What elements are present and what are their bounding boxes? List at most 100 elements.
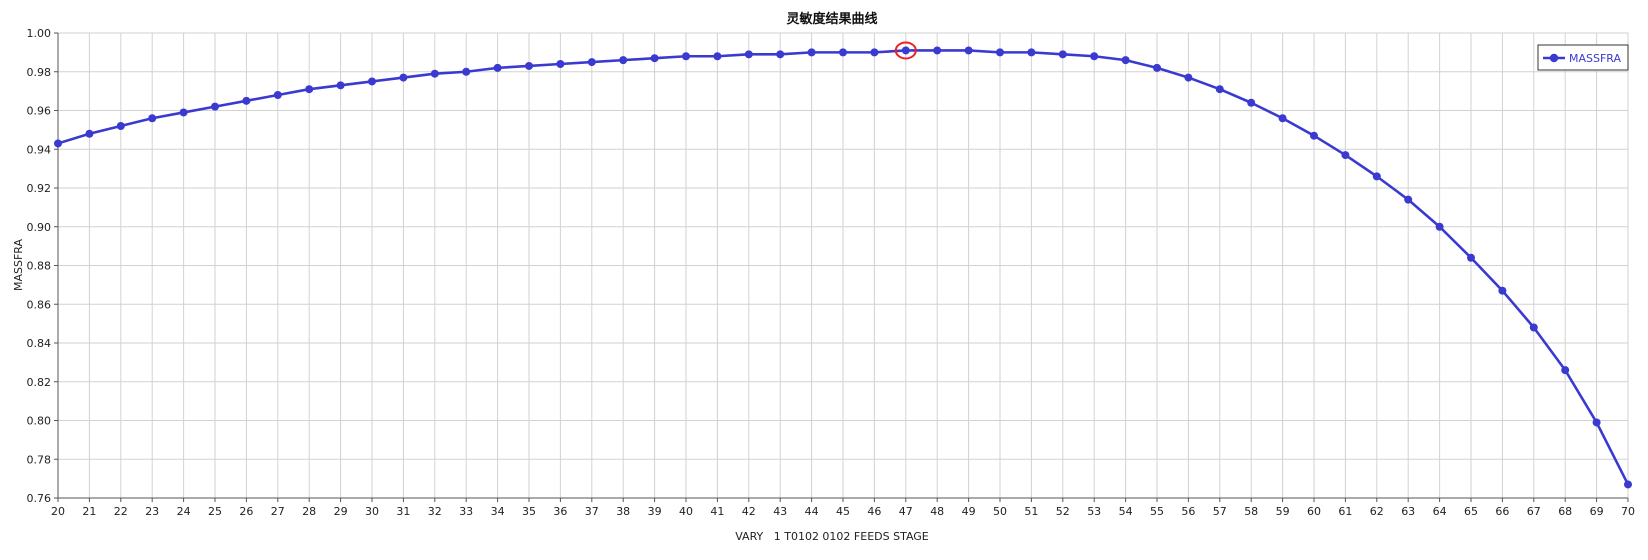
x-tick-label: 59 <box>1276 505 1290 518</box>
data-point[interactable] <box>1027 48 1036 57</box>
x-tick-label: 25 <box>208 505 222 518</box>
data-point[interactable] <box>1247 98 1256 107</box>
y-axis-title: MASSFRA <box>12 239 25 292</box>
x-tick-label: 29 <box>334 505 348 518</box>
data-point[interactable] <box>1372 172 1381 181</box>
x-tick-label: 42 <box>742 505 756 518</box>
x-tick-label: 39 <box>648 505 662 518</box>
x-tick-label: 24 <box>177 505 191 518</box>
x-tick-label: 47 <box>899 505 913 518</box>
selected-point-highlight <box>894 41 917 60</box>
data-point[interactable] <box>807 48 816 57</box>
data-point[interactable] <box>776 50 785 59</box>
x-tick-label: 70 <box>1621 505 1635 518</box>
data-point[interactable] <box>368 77 376 86</box>
data-point[interactable] <box>650 54 659 63</box>
data-point[interactable] <box>1310 131 1318 140</box>
x-tick-label: 20 <box>51 505 65 518</box>
x-tick-label: 54 <box>1119 505 1133 518</box>
data-point[interactable] <box>713 52 722 61</box>
data-point[interactable] <box>901 46 910 55</box>
data-point[interactable] <box>399 73 408 82</box>
data-point[interactable] <box>1592 418 1601 427</box>
data-point[interactable] <box>619 56 628 65</box>
x-tick-label: 22 <box>114 505 128 518</box>
x-tick-label: 32 <box>428 505 442 518</box>
x-tick-label: 65 <box>1464 505 1478 518</box>
data-point[interactable] <box>1090 52 1099 61</box>
data-point[interactable] <box>85 129 94 138</box>
data-point[interactable] <box>996 48 1004 57</box>
data-point[interactable] <box>1278 114 1287 123</box>
x-tick-labels: 20 21 22 23 24 25 26 27 28 29 30 31 32 33 34 35 36 37 38 39… <box>51 505 1635 518</box>
legend-point-marker <box>1549 53 1559 63</box>
data-point[interactable] <box>587 58 596 67</box>
data-point[interactable] <box>1153 63 1161 72</box>
data-point[interactable] <box>273 91 282 99</box>
data-point[interactable] <box>839 48 847 57</box>
data-point[interactable] <box>744 50 753 59</box>
y-tick-label: 0.86 <box>27 298 52 311</box>
y-tick-label: 0.80 <box>27 415 52 428</box>
x-tick-label: 31 <box>396 505 410 518</box>
y-tick-label: 0.98 <box>27 66 52 79</box>
y-tick-label: 0.82 <box>27 376 52 389</box>
data-point[interactable] <box>1121 56 1130 65</box>
x-tick-label: 35 <box>522 505 536 518</box>
data-point[interactable] <box>462 67 471 76</box>
data-point[interactable] <box>1184 73 1193 82</box>
data-point[interactable] <box>1341 151 1350 160</box>
x-tick-label: 45 <box>836 505 850 518</box>
data-point[interactable] <box>305 85 314 94</box>
y-tick-label: 1.00 <box>27 27 52 40</box>
data-point[interactable] <box>1215 85 1224 94</box>
x-tick-label: 62 <box>1370 505 1384 518</box>
legend[interactable]: MASSFRA <box>1537 44 1629 71</box>
y-tick-label: 0.90 <box>27 221 52 234</box>
x-tick-label: 67 <box>1527 505 1541 518</box>
data-point[interactable] <box>54 139 62 148</box>
data-point[interactable] <box>493 63 502 72</box>
x-tick-label: 40 <box>679 505 693 518</box>
data-point[interactable] <box>179 108 188 117</box>
y-tick-label: 0.94 <box>27 143 52 156</box>
data-point[interactable] <box>430 69 439 78</box>
data-point[interactable] <box>964 46 973 55</box>
data-point[interactable] <box>1561 366 1570 375</box>
data-point[interactable] <box>1435 222 1444 231</box>
legend-label-massfra: MASSFRA <box>1569 52 1622 65</box>
x-tick-label: 69 <box>1590 505 1604 518</box>
data-point[interactable] <box>148 114 157 123</box>
x-tick-label: 34 <box>491 505 505 518</box>
x-tick-label: 30 <box>365 505 379 518</box>
data-point[interactable] <box>1467 253 1475 262</box>
data-point[interactable] <box>525 61 533 70</box>
x-tick-label: 41 <box>710 505 724 518</box>
x-tick-label: 60 <box>1307 505 1321 518</box>
x-tick-label: 37 <box>585 505 599 518</box>
x-tick-label: 21 <box>82 505 96 518</box>
x-tick-label: 53 <box>1087 505 1101 518</box>
x-tick-label: 33 <box>459 505 473 518</box>
x-tick-label: 44 <box>805 505 819 518</box>
data-point[interactable] <box>336 81 345 90</box>
data-point[interactable] <box>242 96 251 105</box>
data-point[interactable] <box>1058 50 1067 59</box>
data-point[interactable] <box>116 122 125 130</box>
y-tick-label: 0.84 <box>27 337 52 350</box>
data-point[interactable] <box>1498 286 1507 295</box>
x-axis-title: VARY 1 T0102 0102 FEEDS STAGE <box>735 530 929 543</box>
data-point[interactable] <box>1624 480 1632 489</box>
data-point[interactable] <box>1404 195 1413 204</box>
data-point[interactable] <box>870 48 879 57</box>
grid <box>57 32 1629 499</box>
y-tick-label: 0.78 <box>27 453 52 466</box>
data-point[interactable] <box>1529 323 1538 332</box>
data-point[interactable] <box>682 52 690 61</box>
x-tick-label: 63 <box>1401 505 1415 518</box>
data-point[interactable] <box>211 102 219 111</box>
x-tick-label: 43 <box>773 505 787 518</box>
data-point[interactable] <box>933 46 942 55</box>
data-point[interactable] <box>556 60 565 68</box>
